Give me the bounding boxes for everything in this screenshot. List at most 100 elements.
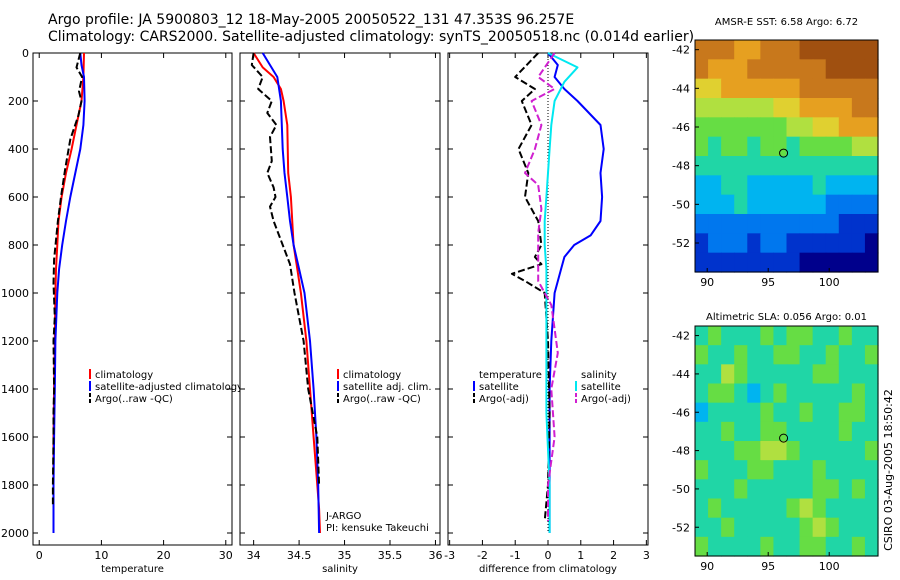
sst_map-cell xyxy=(799,194,814,215)
sla_map-cell xyxy=(773,402,788,423)
sst_map-cell xyxy=(812,136,827,157)
figure-title-line2: Climatology: CARS2000. Satellite-adjuste… xyxy=(48,29,695,45)
sla_map-cell xyxy=(825,402,840,423)
sst_map-cell xyxy=(708,78,722,99)
sst_map-cell xyxy=(721,59,735,80)
sst_map-cell xyxy=(864,136,879,157)
sla_map-cell xyxy=(747,460,761,480)
sst_map-cell xyxy=(825,156,840,176)
sst_map-cell xyxy=(838,78,853,99)
sst_map-cell xyxy=(734,98,748,118)
sst_map-cell xyxy=(838,136,853,157)
credit-label: CSIRO 03-Aug-2005 18:50:42 xyxy=(882,389,895,551)
sst_map-cell xyxy=(734,78,748,99)
sla_map-cell xyxy=(851,517,866,538)
sla_map-ytick-label: -52 xyxy=(672,521,690,534)
salinity-xtick-label: 34.5 xyxy=(287,549,312,562)
sla_map-cell xyxy=(799,536,814,557)
sst_map-cell xyxy=(734,214,748,234)
salinity-annotation-pi: PI: kensuke Takeuchi xyxy=(326,523,429,534)
sst_map-cell xyxy=(695,252,709,273)
sla_map-cell xyxy=(786,326,801,346)
temperature-ytick-label: 600 xyxy=(8,191,29,204)
sla_map-cell xyxy=(838,517,853,538)
temperature-ytick-label: 1600 xyxy=(1,431,29,444)
sla_map-cell xyxy=(760,441,775,461)
sst_map-ytick-label: -50 xyxy=(672,198,690,211)
sla_map-cells xyxy=(695,326,879,557)
sst_map-ytick-label: -44 xyxy=(672,82,690,95)
sst_map-cell xyxy=(760,136,775,157)
sla_map-cell xyxy=(851,421,866,442)
sst_map-ytick-label: -42 xyxy=(672,44,690,57)
sst_map-cell xyxy=(721,78,735,99)
sst_map-cell xyxy=(812,214,827,234)
difference-series-temperature-satellite xyxy=(547,52,605,533)
sla_map-cell xyxy=(708,364,722,385)
sst_map-cell xyxy=(786,59,801,80)
sla_map-cell xyxy=(695,402,709,423)
sst_map-cell xyxy=(864,194,879,215)
sla_map-cell xyxy=(760,421,775,442)
sst_map-cell xyxy=(734,252,748,273)
sla_map-cell xyxy=(695,383,709,404)
sla_map-cell xyxy=(695,364,709,385)
sla_map-cell xyxy=(747,498,761,519)
sst_map-cell xyxy=(799,78,814,99)
difference-temp-legend-label: Argo(-adj) xyxy=(479,394,529,405)
sla_map-cell xyxy=(747,364,761,385)
sst_map-cell xyxy=(851,252,866,273)
sst_map-cell xyxy=(760,252,775,273)
sla_map-cell xyxy=(747,383,761,404)
sst_map-cell xyxy=(760,214,775,234)
sla_map-cell xyxy=(734,441,748,461)
sla_map-cell xyxy=(812,345,827,365)
sla_map-cell xyxy=(851,536,866,557)
sst_map-cell xyxy=(760,59,775,80)
temperature-axes-frame xyxy=(32,52,233,546)
difference-panel: -3 -2 -1 0 1 2 3 difference from climatology tem… xyxy=(444,52,650,575)
sla_map-cell xyxy=(760,479,775,500)
sst_map-cell xyxy=(864,78,879,99)
sla_map-cell xyxy=(734,460,748,480)
sla_map-cell xyxy=(708,345,722,365)
sla_map-cell xyxy=(760,536,775,557)
difference-temp-legend-label: satellite xyxy=(479,382,519,393)
sla_map-cell xyxy=(708,498,722,519)
sla_map-cell xyxy=(864,364,879,385)
sla_map-cell xyxy=(864,345,879,365)
sla_map-cell xyxy=(825,441,840,461)
sla_map-cell xyxy=(786,517,801,538)
sst_map-cell xyxy=(851,136,866,157)
sla_map-cell xyxy=(786,345,801,365)
sst_map-cell xyxy=(760,156,775,176)
sla_map-cell xyxy=(721,364,735,385)
sst_map-cell xyxy=(695,78,709,99)
sst_map-cell xyxy=(773,40,788,60)
sla_map-xtick-label: 90 xyxy=(700,560,714,573)
sst_map-cell xyxy=(812,78,827,99)
sla_map-cell xyxy=(708,536,722,557)
sst_map-cell xyxy=(773,98,788,118)
sla_map-cell xyxy=(786,479,801,500)
sla_map-cell xyxy=(773,479,788,500)
temperature-ytick-label: 1400 xyxy=(1,383,29,396)
sla_map-cell xyxy=(851,498,866,519)
sst_map-cell xyxy=(786,252,801,273)
temperature-xtick-label: 20 xyxy=(157,549,171,562)
sla_map-cell xyxy=(851,345,866,365)
sst-map-panel: AMSR-E SST: 6.58 Argo: 6.72 90 95 100 -42 -44… xyxy=(672,17,879,289)
sla_map-cell xyxy=(773,421,788,442)
sst_map-xtick-label: 90 xyxy=(700,276,714,289)
difference-xlabel: difference from climatology xyxy=(479,564,617,575)
sla_map-cell xyxy=(708,421,722,442)
sst_map-cell xyxy=(695,156,709,176)
sla_map-cell xyxy=(747,326,761,346)
sla_map-cell xyxy=(695,479,709,500)
sla_map-cell xyxy=(851,326,866,346)
sst_map-cell xyxy=(708,117,722,138)
sst_map-cell xyxy=(864,214,879,234)
sla_map-cell xyxy=(773,326,788,346)
sst_map-cell xyxy=(721,194,735,215)
sla_map-cell xyxy=(838,326,853,346)
